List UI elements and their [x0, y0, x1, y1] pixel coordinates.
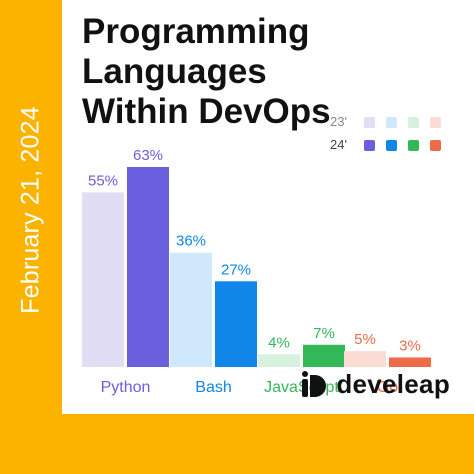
- legend-swatch-24-python: [364, 140, 375, 151]
- date-label: February 21, 2024: [16, 106, 45, 314]
- value-label-go-23: 5%: [354, 331, 376, 348]
- legend-swatch-23-go: [430, 117, 441, 128]
- bar-chart: 55%63%Python36%27%Bash4%7%JavaScript5%3%…: [82, 147, 431, 396]
- legend-swatch-24-go: [430, 140, 441, 151]
- legend-swatch-23-python: [364, 117, 375, 128]
- legend-row-23: 23': [320, 112, 470, 132]
- bar-javascript-23: [258, 354, 300, 367]
- legend: 23' 24': [320, 112, 470, 158]
- legend-label-24: 24': [330, 137, 347, 152]
- legend-swatch-23-javascript: [408, 117, 419, 128]
- chart-title: Programming Languages Within DevOps: [82, 12, 331, 132]
- bar-python-23: [82, 192, 124, 367]
- bar-go-23: [344, 351, 386, 367]
- value-label-javascript-23: 4%: [268, 334, 290, 351]
- legend-label-23: 23': [330, 114, 347, 129]
- title-line-1: Programming: [82, 12, 310, 51]
- chart-card: Programming Languages Within DevOps 23' …: [62, 0, 474, 414]
- value-label-bash-24: 27%: [221, 261, 251, 278]
- bar-go-24: [389, 357, 431, 367]
- legend-row-24: 24': [320, 135, 470, 155]
- category-label-go: Go: [377, 379, 398, 396]
- bar-bash-24: [215, 281, 257, 367]
- legend-swatch-24-bash: [386, 140, 397, 151]
- develeap-logo-icon: [300, 370, 328, 399]
- bar-javascript-24: [303, 344, 345, 367]
- value-label-javascript-24: 7%: [313, 325, 335, 342]
- brand-name: develeap: [336, 369, 450, 399]
- brand: develeap: [300, 369, 450, 400]
- legend-swatch-23-bash: [386, 117, 397, 128]
- date-sidebar: February 21, 2024: [0, 0, 62, 420]
- title-line-2: Languages: [82, 52, 267, 91]
- value-label-python-23: 55%: [88, 172, 118, 189]
- title-line-3: Within DevOps: [82, 92, 331, 131]
- category-label-python: Python: [101, 379, 151, 396]
- bar-bash-23: [170, 252, 212, 367]
- value-label-go-24: 3%: [399, 337, 421, 354]
- value-label-bash-23: 36%: [176, 233, 206, 250]
- bar-python-24: [127, 167, 169, 367]
- value-label-python-24: 63%: [133, 147, 163, 164]
- legend-swatch-24-javascript: [408, 140, 419, 151]
- category-label-bash: Bash: [195, 379, 231, 396]
